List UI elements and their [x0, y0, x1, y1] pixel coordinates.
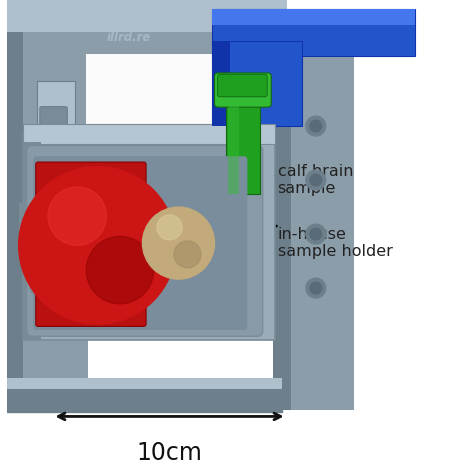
- Circle shape: [32, 285, 39, 291]
- Circle shape: [310, 174, 322, 186]
- Circle shape: [310, 120, 322, 132]
- FancyBboxPatch shape: [273, 50, 354, 410]
- FancyBboxPatch shape: [23, 133, 275, 340]
- FancyBboxPatch shape: [7, 378, 282, 389]
- FancyBboxPatch shape: [23, 142, 41, 340]
- FancyBboxPatch shape: [23, 124, 275, 144]
- FancyBboxPatch shape: [228, 99, 239, 194]
- FancyBboxPatch shape: [86, 54, 284, 324]
- Circle shape: [86, 236, 154, 304]
- Circle shape: [48, 187, 106, 245]
- FancyBboxPatch shape: [37, 81, 75, 306]
- Circle shape: [306, 278, 326, 298]
- Circle shape: [30, 211, 41, 221]
- FancyBboxPatch shape: [19, 203, 32, 239]
- FancyBboxPatch shape: [246, 203, 259, 239]
- FancyBboxPatch shape: [214, 73, 271, 107]
- FancyBboxPatch shape: [212, 41, 302, 126]
- FancyBboxPatch shape: [212, 41, 230, 126]
- Circle shape: [19, 167, 176, 324]
- FancyBboxPatch shape: [7, 0, 286, 31]
- Text: calf brain
sample: calf brain sample: [193, 164, 353, 196]
- Circle shape: [306, 224, 326, 244]
- Text: 10cm: 10cm: [137, 441, 202, 465]
- FancyBboxPatch shape: [226, 99, 259, 194]
- FancyBboxPatch shape: [7, 381, 282, 412]
- Circle shape: [32, 213, 39, 219]
- FancyBboxPatch shape: [197, 0, 458, 405]
- FancyBboxPatch shape: [7, 0, 23, 410]
- Circle shape: [306, 116, 326, 136]
- FancyBboxPatch shape: [218, 74, 267, 97]
- Circle shape: [310, 282, 322, 294]
- Circle shape: [157, 215, 182, 240]
- FancyBboxPatch shape: [7, 0, 286, 58]
- Circle shape: [310, 228, 322, 240]
- Circle shape: [306, 170, 326, 190]
- FancyBboxPatch shape: [86, 54, 284, 324]
- FancyBboxPatch shape: [7, 0, 88, 410]
- Circle shape: [174, 241, 201, 268]
- FancyBboxPatch shape: [7, 135, 19, 203]
- Text: in-house
sample holder: in-house sample holder: [224, 210, 392, 259]
- FancyBboxPatch shape: [33, 156, 247, 330]
- FancyBboxPatch shape: [27, 145, 263, 336]
- Circle shape: [30, 283, 41, 294]
- FancyBboxPatch shape: [40, 147, 67, 168]
- FancyBboxPatch shape: [40, 188, 67, 208]
- FancyBboxPatch shape: [273, 50, 291, 410]
- Circle shape: [142, 207, 214, 279]
- FancyBboxPatch shape: [36, 162, 146, 326]
- Text: illrd.re: illrd.re: [106, 31, 151, 44]
- FancyBboxPatch shape: [40, 106, 67, 127]
- FancyBboxPatch shape: [212, 9, 415, 25]
- FancyBboxPatch shape: [212, 9, 415, 57]
